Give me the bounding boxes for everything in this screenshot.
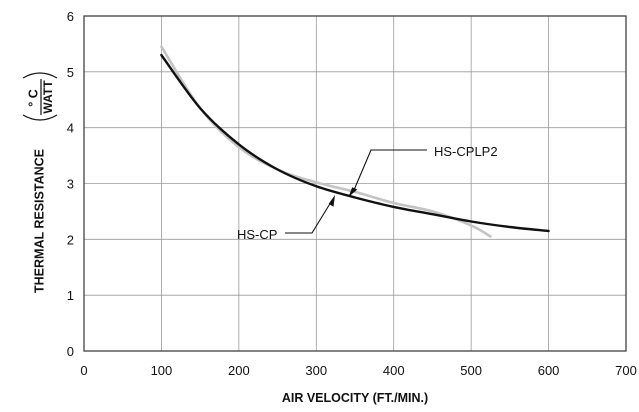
callout-leader-hs-cp xyxy=(285,201,332,234)
x-axis-title: AIR VELOCITY (FT./MIN.) xyxy=(282,391,428,405)
y-tick-label: 5 xyxy=(67,65,74,80)
y-tick-label: 6 xyxy=(67,9,74,24)
series-line-hs-cp xyxy=(160,53,550,233)
callout-label-hs-cp: HS-CP xyxy=(237,227,277,242)
callout-arrowhead-hs-cp xyxy=(328,195,335,207)
y-axis-unit-left-paren xyxy=(22,114,58,121)
y-tick-label: 4 xyxy=(67,121,74,136)
callouts: HS-CPLP2 HS-CP xyxy=(237,144,498,242)
y-tick-label: 2 xyxy=(67,232,74,247)
callout-label-hs-cplp2: HS-CPLP2 xyxy=(434,144,498,159)
x-tick-label: 200 xyxy=(228,363,250,378)
y-tick-label: 1 xyxy=(67,288,74,303)
x-tick-labels: 0 100 200 300 400 500 600 700 xyxy=(80,363,636,378)
y-tick-label: 3 xyxy=(67,177,74,192)
x-tick-label: 400 xyxy=(383,363,405,378)
callout-leader-hs-cplp2 xyxy=(353,149,427,191)
y-tick-label: 0 xyxy=(67,344,74,359)
plot-frame xyxy=(83,15,627,352)
y-axis-unit-denominator: WATT xyxy=(41,80,55,114)
x-tick-label: 600 xyxy=(538,363,560,378)
x-tick-label: 300 xyxy=(305,363,327,378)
x-tick-label: 0 xyxy=(80,363,87,378)
y-axis-title: THERMAL RESISTANCE ° C WATT xyxy=(22,72,58,293)
x-tick-label: 100 xyxy=(151,363,173,378)
y-axis-unit-numerator: ° C xyxy=(26,89,40,107)
x-tick-label: 700 xyxy=(615,363,637,378)
callout-arrowhead-hs-cplp2 xyxy=(348,187,358,197)
y-tick-labels: 0 1 2 3 4 5 6 xyxy=(67,9,74,359)
series-layer xyxy=(160,45,550,238)
x-tick-label: 500 xyxy=(460,363,482,378)
y-axis-title-text: THERMAL RESISTANCE xyxy=(32,149,46,293)
y-axis-unit-right-paren xyxy=(22,72,58,79)
